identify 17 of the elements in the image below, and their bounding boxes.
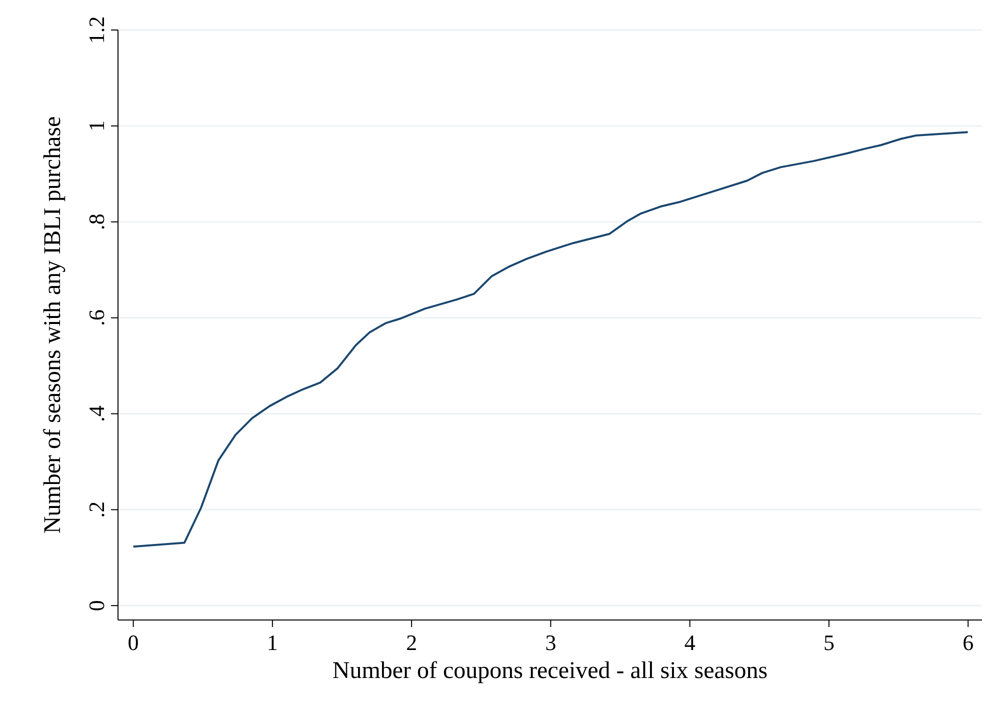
y-tick-label: .8 bbox=[84, 214, 109, 230]
x-tick-label: 4 bbox=[684, 630, 696, 655]
y-tick-label: 1.2 bbox=[84, 16, 109, 44]
y-tick-label: .4 bbox=[84, 405, 109, 422]
y-tick-label: .2 bbox=[84, 501, 109, 518]
x-tick-label: 6 bbox=[962, 630, 974, 655]
x-tick-label: 2 bbox=[406, 630, 418, 655]
x-tick-label: 3 bbox=[545, 630, 556, 655]
y-tick-label: .6 bbox=[84, 310, 109, 326]
x-axis-title: Number of coupons received - all six seasons bbox=[332, 658, 768, 684]
line-series bbox=[132, 131, 969, 548]
y-axis-title: Number of seasons with any IBLI purchase bbox=[40, 116, 66, 534]
x-tick-label: 5 bbox=[823, 630, 834, 655]
x-tick-label: 1 bbox=[266, 630, 278, 655]
x-tick-label: 0 bbox=[128, 630, 139, 655]
y-tick-label: 1 bbox=[84, 120, 109, 132]
y-tick-label: 0 bbox=[84, 600, 109, 612]
